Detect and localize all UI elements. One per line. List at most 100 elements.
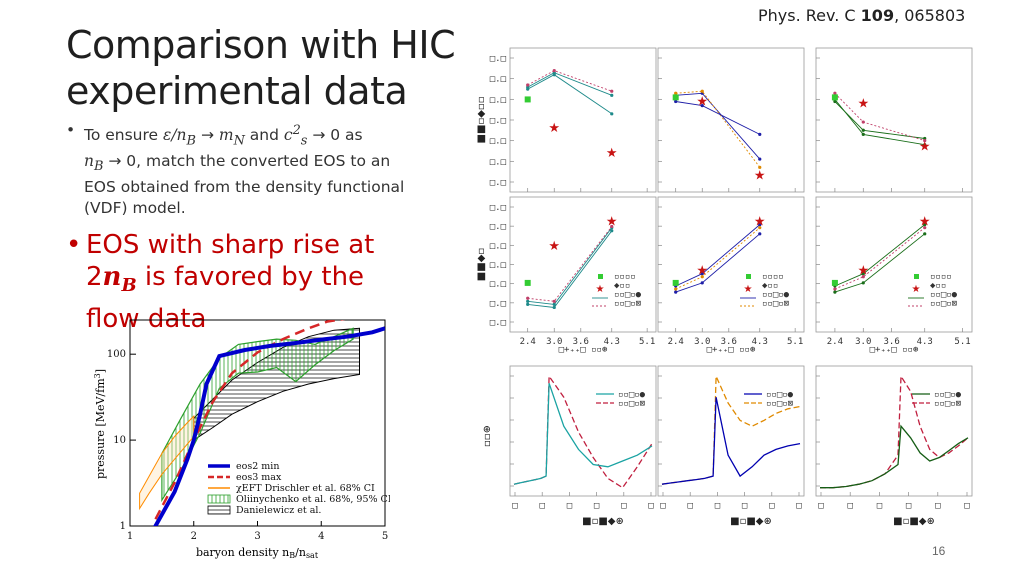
b1-arrow-1: → xyxy=(196,126,219,145)
flow-model-point xyxy=(552,302,556,306)
time-legend-glyph: ▫▫□▫● xyxy=(934,390,962,400)
flow-x-tick-label: 2.4 xyxy=(668,337,684,347)
flow-legend-star: ★ xyxy=(912,284,921,295)
flow-y-tick-label: □.□ xyxy=(490,222,507,232)
b2-math: n xyxy=(102,262,122,293)
flow-model-point xyxy=(674,287,678,291)
flow-legend-glyph: ▫▫□▫● xyxy=(930,290,958,300)
flow-x-tick-label: 4.3 xyxy=(752,337,768,347)
flow-model-point xyxy=(758,165,762,169)
b1-math-4: n xyxy=(84,152,94,171)
eos-x-tick-label: 2 xyxy=(191,531,197,542)
flow-data-star: ★ xyxy=(857,264,869,279)
b1-math-1: ε/n xyxy=(163,126,187,145)
slide-title: Comparison with HIC experimental data xyxy=(66,22,466,114)
flow-panel-frame xyxy=(815,196,973,333)
flow-y-tick-label: □.□ xyxy=(490,241,507,251)
eos-x-tick-label: 5 xyxy=(382,531,388,542)
flow-x-tick-label: 2.4 xyxy=(827,337,843,347)
flow-legend-glyph: ▫▫▫▫ xyxy=(614,272,636,282)
flow-legend-glyph: ▫▫□▫⊠ xyxy=(930,299,957,309)
flow-y-tick-label: □.□ xyxy=(490,203,507,213)
time-x-tick-label: □ xyxy=(847,501,853,511)
b1-math-3-sub: s xyxy=(300,133,308,149)
b1-arrow-2: → 0 as xyxy=(307,126,363,145)
citation-journal: Phys. Rev. C xyxy=(758,6,861,25)
flow-model-point xyxy=(674,99,678,104)
flow-model-point xyxy=(552,305,556,310)
flow-x-tick-label: 3.6 xyxy=(721,337,737,347)
flow-y-tick-label: □.□ xyxy=(490,75,507,85)
flow-data-star: ★ xyxy=(606,215,618,230)
flow-legend-star: ★ xyxy=(744,284,753,295)
flow-model-point xyxy=(610,93,614,97)
eos-x-tick-label: 4 xyxy=(318,531,324,542)
flow-model-line xyxy=(675,90,761,168)
flow-data-star: ★ xyxy=(696,94,708,109)
time-solid-curve xyxy=(820,424,969,489)
eos-y-tick-label: 1 xyxy=(120,521,126,532)
flow-data-square xyxy=(524,96,531,103)
flow-model-point xyxy=(700,272,704,276)
flow-model-point xyxy=(552,69,556,73)
b2-text-2: 2 xyxy=(86,262,103,293)
flow-data-star: ★ xyxy=(919,215,931,230)
b1-math-3-sup: 2 xyxy=(292,123,301,138)
flow-panel-frame xyxy=(657,196,805,333)
flow-data-square xyxy=(831,279,838,286)
time-x-tick-label: □ xyxy=(796,501,802,511)
flow-model-point xyxy=(610,224,614,229)
title-line-2: experimental data xyxy=(66,69,408,113)
flow-x-tick-label: 3.0 xyxy=(694,337,710,347)
time-solid-curve xyxy=(661,397,801,485)
flow-x-tick-label: 3.0 xyxy=(546,337,562,347)
flow-model-line xyxy=(834,101,925,139)
flow-model-point xyxy=(758,232,762,236)
flow-model-point xyxy=(610,112,614,116)
time-y-axis-glyph: ▫▫⊛ xyxy=(482,425,493,447)
time-legend-glyph: ▫▫□▫● xyxy=(766,390,794,400)
b1-text-3: → 0, match the converted EOS to an EOS o… xyxy=(84,152,405,218)
flow-y-tick-label: □.□ xyxy=(490,280,507,290)
flow-model-point xyxy=(758,157,762,161)
eos-x-tick-label: 3 xyxy=(254,531,260,542)
flow-legend-glyph: ▫▫▫▫ xyxy=(762,272,784,282)
flow-model-point xyxy=(674,91,678,95)
b1-math-1-sub: B xyxy=(186,133,197,149)
flow-data-star: ★ xyxy=(857,97,869,112)
flow-model-point xyxy=(758,132,762,136)
flow-model-point xyxy=(610,229,614,233)
time-x-tick-label: □ xyxy=(818,501,824,511)
eos-pressure-chart: 1 2 3 4 5 1 10 100 baryon density nB/nsat press… xyxy=(93,319,390,560)
flow-x-tick-label: 4.3 xyxy=(917,337,933,347)
time-legend-glyph: ▫▫□▫⊠ xyxy=(766,399,793,409)
flow-model-point xyxy=(923,138,927,143)
eos3-max-line xyxy=(154,320,346,520)
legend-swatch-danielewicz xyxy=(207,505,231,515)
flow-model-point xyxy=(526,83,530,87)
time-x-tick-label: □ xyxy=(877,501,883,511)
flow-model-line xyxy=(834,224,925,287)
citation-volume: 109 xyxy=(860,6,895,25)
flow-model-point xyxy=(861,120,865,124)
time-x-axis-glyph: ■▫■◆⊛ xyxy=(893,516,935,527)
legend-label: χEFT Drischler et al. 68% CI xyxy=(236,483,375,494)
flow-data-star: ★ xyxy=(754,215,766,230)
flow-y-tick-label: □.□ xyxy=(490,54,507,64)
time-x-tick-label: □ xyxy=(935,501,941,511)
time-x-tick-label: □ xyxy=(594,501,600,511)
flow-legend-glyph: ◆▫▫ xyxy=(614,281,630,291)
flow-model-point xyxy=(861,128,865,132)
flow-y-tick-label: □.□ xyxy=(490,157,507,167)
flow-data-star: ★ xyxy=(754,169,766,184)
flow-y-tick-label: □.□ xyxy=(490,261,507,271)
time-x-tick-label: □ xyxy=(964,501,970,511)
flow-model-point xyxy=(552,299,556,303)
flow-legend-glyph: ▫▫▫▫ xyxy=(930,272,952,282)
flow-model-point xyxy=(861,281,865,285)
flow-model-point xyxy=(700,275,704,279)
flow-model-line xyxy=(675,101,761,135)
time-panel-frame xyxy=(509,365,657,497)
flow-legend-square xyxy=(746,274,751,279)
flow-model-point xyxy=(758,223,762,227)
